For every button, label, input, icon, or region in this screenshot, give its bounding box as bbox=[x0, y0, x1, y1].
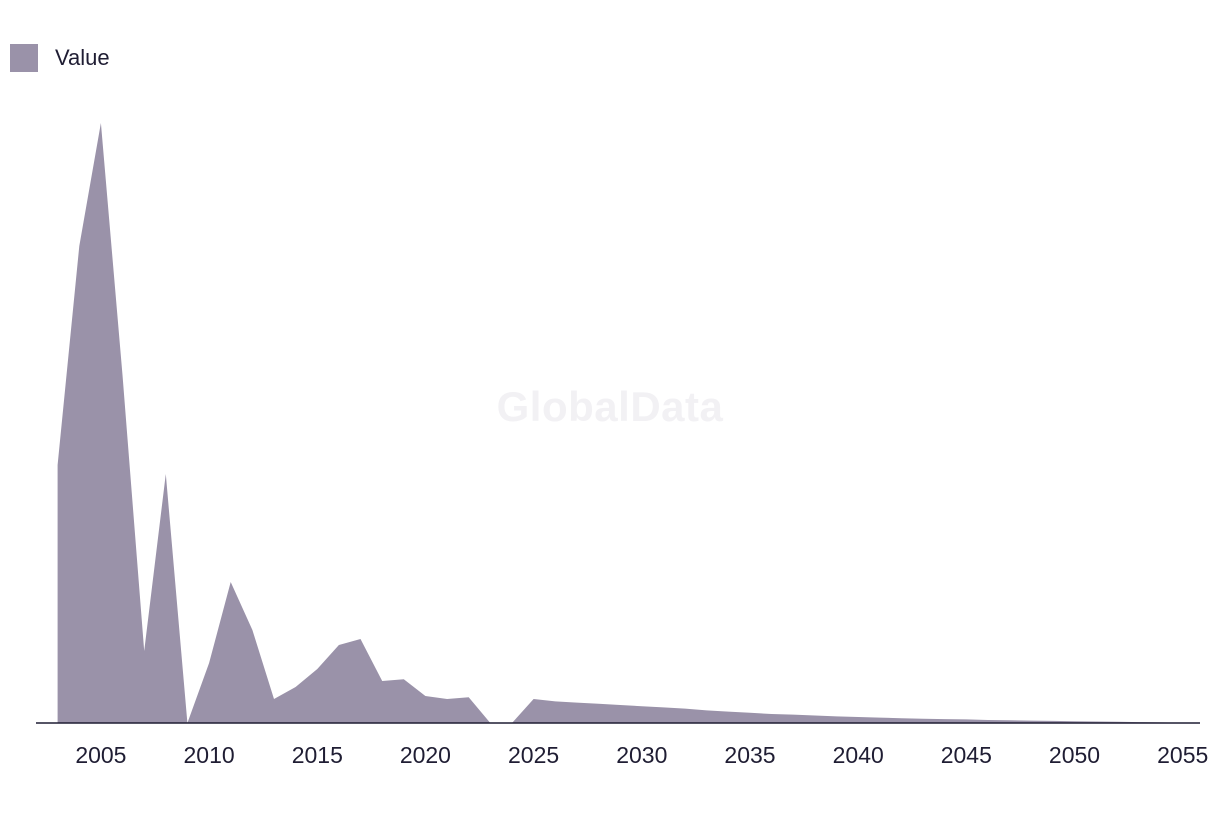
legend-label: Value bbox=[55, 45, 110, 70]
x-tick-label: 2035 bbox=[724, 742, 775, 768]
x-tick-label: 2020 bbox=[400, 742, 451, 768]
area-layer bbox=[57, 123, 1183, 723]
x-tick-label: 2030 bbox=[616, 742, 667, 768]
x-tick-label: 2015 bbox=[292, 742, 343, 768]
x-tick-label: 2045 bbox=[941, 742, 992, 768]
x-tick-label: 2025 bbox=[508, 742, 559, 768]
x-tick-label: 2050 bbox=[1049, 742, 1100, 768]
x-tick-labels: 2005 2010 2015 2020 2025 2030 2035 2040 2045 2050… bbox=[75, 742, 1208, 768]
area-segment bbox=[187, 582, 491, 723]
legend: Value bbox=[10, 44, 110, 72]
x-tick-label: 2040 bbox=[833, 742, 884, 768]
area-segment bbox=[57, 123, 188, 723]
legend-swatch bbox=[10, 44, 38, 72]
x-tick-label: 2055 bbox=[1157, 742, 1208, 768]
area-segment bbox=[512, 699, 1183, 723]
watermark: GlobalData bbox=[496, 383, 724, 430]
x-tick-label: 2005 bbox=[75, 742, 126, 768]
x-tick-label: 2010 bbox=[184, 742, 235, 768]
